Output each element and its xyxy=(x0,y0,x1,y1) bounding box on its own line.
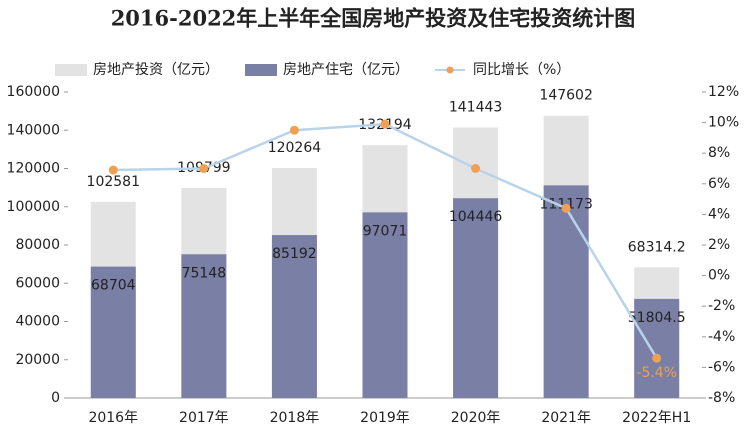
legend-label: 房地产住宅（亿元） xyxy=(283,62,409,78)
bar xyxy=(271,235,317,398)
legend-swatch xyxy=(245,64,277,76)
y2-tick-label: -4% xyxy=(708,329,735,345)
bar xyxy=(453,198,499,398)
line-marker xyxy=(289,125,299,135)
line-marker xyxy=(380,119,390,129)
y-tick-label: 140000 xyxy=(7,122,60,138)
bar xyxy=(181,254,227,398)
y2-tick-label: 2% xyxy=(708,237,730,253)
y-tick-label: 100000 xyxy=(7,199,60,215)
y-tick-label: 60000 xyxy=(15,275,60,291)
data-label: 147602 xyxy=(539,88,592,104)
data-label: 51804.5 xyxy=(628,310,686,326)
x-tick-label: 2020年 xyxy=(451,410,501,426)
y2-tick-label: 0% xyxy=(708,268,730,284)
y2-tick-label: -2% xyxy=(708,298,735,314)
line-marker xyxy=(652,353,662,363)
y2-tick-label: 4% xyxy=(708,206,730,222)
data-label: 120264 xyxy=(268,140,322,156)
y-tick-label: 120000 xyxy=(7,161,60,177)
y-tick-label: 160000 xyxy=(7,84,60,100)
bar xyxy=(362,212,408,398)
x-tick-label: 2017年 xyxy=(179,410,229,426)
x-tick-label: 2021年 xyxy=(541,410,591,426)
y2-tick-label: 6% xyxy=(708,176,730,192)
data-label: 102581 xyxy=(87,174,140,190)
bar xyxy=(543,185,589,398)
legend-marker xyxy=(446,66,454,74)
data-label: 85192 xyxy=(272,246,317,262)
bar xyxy=(90,266,136,398)
line-marker xyxy=(561,203,571,213)
legend-swatch xyxy=(55,64,87,76)
y-tick-label: 0 xyxy=(51,390,60,406)
y2-tick-label: 12% xyxy=(708,84,739,100)
x-tick-label: 2022年H1 xyxy=(622,410,691,426)
y-tick-label: 40000 xyxy=(15,314,60,330)
data-label: 68704 xyxy=(91,278,136,294)
x-tick-label: 2016年 xyxy=(88,410,138,426)
y2-tick-label: -8% xyxy=(708,390,735,406)
y2-tick-label: 10% xyxy=(708,115,739,131)
x-tick-label: 2019年 xyxy=(360,410,410,426)
y2-tick-label: -6% xyxy=(708,359,735,375)
chart-title: 2016-2022年上半年全国房地产投资及住宅投资统计图 xyxy=(111,6,636,31)
data-label: 75148 xyxy=(182,265,227,281)
bar xyxy=(634,298,680,398)
line-marker xyxy=(108,165,118,175)
y-tick-label: 80000 xyxy=(15,237,60,253)
line-marker xyxy=(471,164,481,173)
data-label: 68314.2 xyxy=(628,239,686,255)
x-tick-label: 2018年 xyxy=(270,410,320,426)
legend-label: 同比增长（%） xyxy=(473,62,570,78)
line-data-label: -5.4% xyxy=(636,365,677,381)
data-label: 104446 xyxy=(449,209,503,225)
legend-label: 房地产投资（亿元） xyxy=(93,62,219,78)
line-marker xyxy=(199,164,209,173)
data-label: 141443 xyxy=(449,99,502,115)
y-tick-label: 20000 xyxy=(15,352,60,368)
y2-tick-label: 8% xyxy=(708,145,730,161)
data-label: 97071 xyxy=(363,223,408,239)
